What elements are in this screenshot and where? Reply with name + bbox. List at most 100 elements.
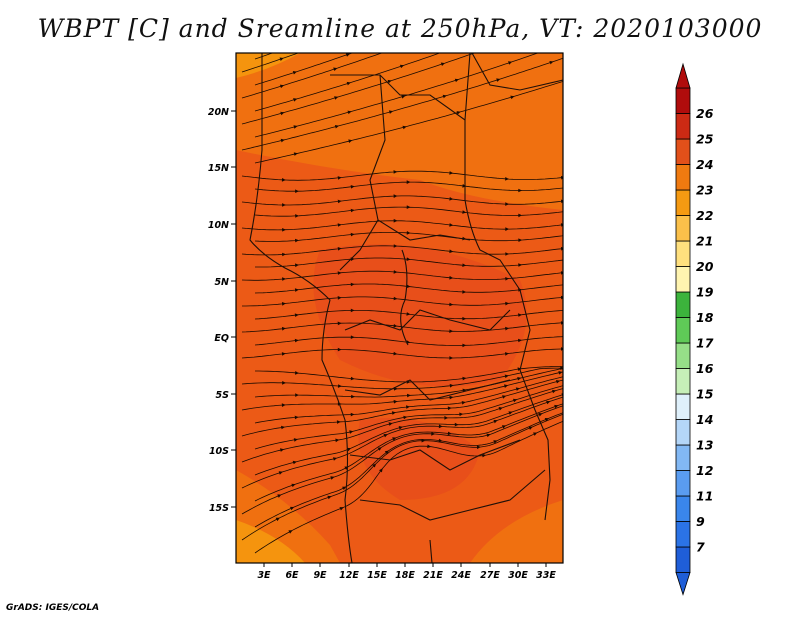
streamline-arrow [401, 95, 406, 99]
border-line [339, 74, 386, 271]
lat-tick: 5N [214, 277, 236, 288]
streamline-arrow [427, 444, 432, 449]
lon-tick: 30E [508, 563, 528, 581]
streamline [254, 376, 563, 424]
colorbar-segment [675, 215, 691, 242]
streamline [241, 379, 563, 437]
streamline-arrow [342, 486, 347, 490]
streamline-arrow [391, 411, 396, 415]
colorbar-label: 24 [696, 157, 713, 172]
streamline-arrow [493, 440, 498, 444]
lat-tick: EQ [214, 333, 236, 344]
streamline-arrow [518, 338, 522, 343]
lon-tick: 6E [285, 563, 299, 581]
streamline-arrow [549, 61, 554, 65]
streamline-arrow [518, 213, 523, 218]
lat-tick: 5S [216, 390, 236, 401]
streamline-arrow [438, 424, 443, 429]
border-line [377, 219, 471, 241]
streamline [254, 53, 539, 138]
colorbar-label: 7 [696, 540, 705, 555]
streamline-arrow [348, 139, 353, 143]
streamline-arrow [498, 407, 503, 411]
svg-text:33E: 33E [536, 570, 556, 581]
streamline-arrow [442, 94, 447, 99]
streamline-arrow [291, 483, 296, 488]
border-line [429, 539, 433, 563]
streamline [254, 53, 354, 86]
streamline-arrow [337, 347, 342, 352]
streamline [241, 396, 563, 489]
lon-tick: 12E [339, 563, 359, 581]
colorbar-segment [675, 291, 691, 318]
lon-tick: 15E [367, 563, 387, 581]
streamline-arrow [337, 223, 342, 227]
streamline-arrow [515, 387, 520, 391]
colorbar-label: 17 [696, 336, 714, 351]
shade-coolest-nw [236, 53, 300, 78]
grads-credit: GrADS: IGES/COLA [6, 603, 100, 613]
colorbar-label: 23 [696, 183, 713, 198]
streamline-arrow [505, 301, 510, 306]
coastline-west [249, 53, 353, 563]
shade-warm-south [358, 418, 480, 500]
border-line [344, 309, 511, 331]
streamline-arrow [337, 271, 342, 275]
streamline-arrow [407, 393, 411, 398]
streamline [254, 420, 563, 554]
streamline-arrow [295, 263, 299, 268]
streamline-arrow [505, 352, 509, 356]
streamline-arrow [461, 401, 466, 405]
streamline-arrow [372, 463, 377, 468]
streamline-arrow [293, 152, 298, 156]
streamline-arrow [510, 95, 515, 100]
streamline-arrow [501, 425, 507, 429]
streamline-arrow [398, 426, 403, 430]
streamline-arrow [406, 231, 411, 235]
streamline-arrow [347, 110, 352, 115]
colorbar-segment [675, 189, 691, 216]
streamline-arrow [288, 530, 293, 534]
streamline-arrow [406, 205, 411, 209]
colorbar-segment [675, 317, 691, 344]
streamline-arrow [402, 125, 407, 130]
streamline [241, 53, 300, 73]
streamline-arrow [294, 288, 299, 292]
streamline-arrow [505, 277, 510, 281]
streamline-arrow [294, 313, 299, 317]
streamline-arrow [337, 296, 342, 300]
map-panel [235, 52, 564, 564]
streamline-arrow [349, 430, 354, 434]
streamline-arrow [278, 471, 283, 475]
streamline-arrow [339, 507, 344, 511]
streamline-arrow [293, 98, 298, 102]
border-line [464, 120, 521, 291]
streamline-arrow [462, 376, 467, 381]
streamline-arrow [462, 263, 467, 267]
colorbar-label: 13 [696, 438, 713, 453]
svg-text:20N: 20N [208, 107, 229, 118]
streamline-arrow [295, 238, 299, 243]
streamline-arrow [459, 412, 464, 417]
streamline-arrow [533, 432, 538, 436]
streamline-arrow [393, 194, 398, 198]
streamline-arrow [508, 411, 513, 415]
svg-text:10S: 10S [209, 446, 229, 457]
streamline-arrow [350, 208, 355, 213]
streamline-arrow [392, 437, 397, 441]
colorbar-label: 14 [696, 412, 713, 427]
streamline-arrow [493, 419, 498, 424]
streamline [241, 388, 563, 463]
streamline-arrow [350, 308, 355, 313]
streamline-arrow [281, 403, 286, 407]
streamline-arrow [282, 252, 286, 257]
svg-text:3E: 3E [257, 570, 271, 581]
streamline-arrow [275, 517, 280, 522]
streamline-arrow [518, 188, 523, 193]
streamline-arrow [454, 78, 459, 83]
colorbar-label: 26 [696, 106, 714, 121]
colorbar-segment [675, 87, 691, 114]
streamline-arrow [346, 447, 352, 452]
streamline-arrow [290, 506, 295, 511]
streamline-arrow [406, 405, 410, 409]
